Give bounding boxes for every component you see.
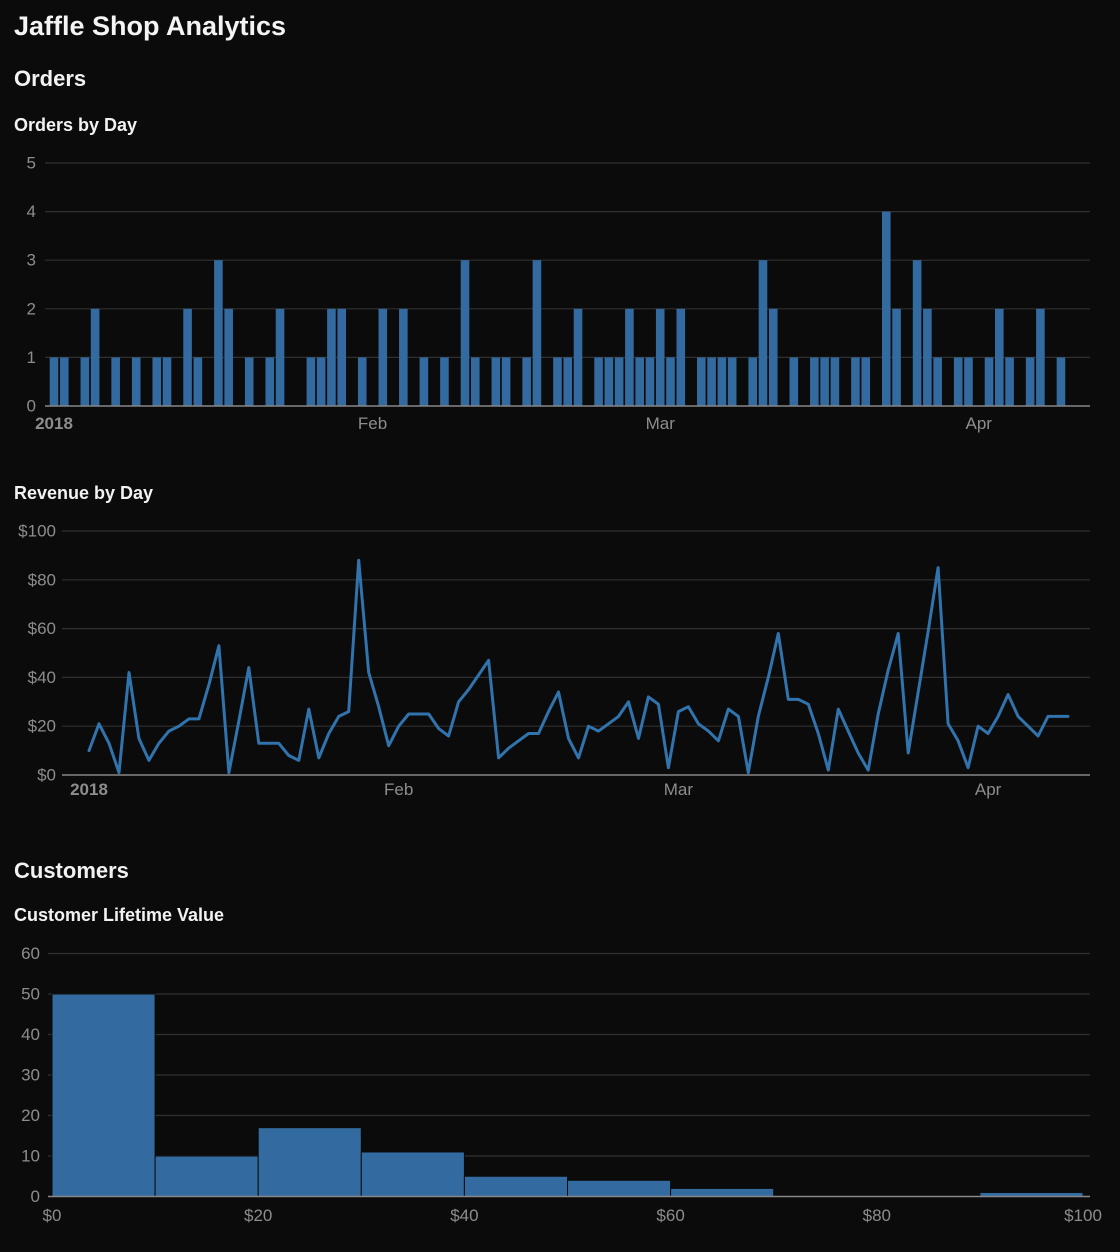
section-header-orders: Orders <box>14 66 87 91</box>
svg-text:0: 0 <box>27 397 36 416</box>
svg-text:$0: $0 <box>37 766 56 785</box>
svg-text:$40: $40 <box>28 668 56 687</box>
svg-text:$100: $100 <box>1064 1206 1102 1225</box>
svg-text:Feb: Feb <box>358 414 387 433</box>
svg-text:Apr: Apr <box>975 780 1002 799</box>
svg-text:$0: $0 <box>43 1206 62 1225</box>
svg-text:Mar: Mar <box>646 414 676 433</box>
svg-text:$20: $20 <box>244 1206 272 1225</box>
svg-text:3: 3 <box>27 251 36 270</box>
section-header-customers: Customers <box>14 858 129 883</box>
svg-text:Apr: Apr <box>966 414 993 433</box>
orders-by-day-bar-chart: 0 1 2 3 4 5 2018 Feb Mar Apr <box>27 154 1090 433</box>
svg-text:2018: 2018 <box>35 414 73 433</box>
svg-text:Feb: Feb <box>384 780 413 799</box>
svg-text:2: 2 <box>27 299 36 318</box>
svg-text:50: 50 <box>21 985 40 1004</box>
svg-text:2018: 2018 <box>70 780 108 799</box>
svg-text:$80: $80 <box>28 570 56 589</box>
svg-text:60: 60 <box>21 944 40 963</box>
svg-text:40: 40 <box>21 1025 40 1044</box>
svg-text:30: 30 <box>21 1066 40 1085</box>
svg-text:4: 4 <box>27 202 36 221</box>
svg-text:$100: $100 <box>18 522 56 541</box>
chart-title-customer-lifetime-value: Customer Lifetime Value <box>14 905 225 925</box>
chart-title-revenue-by-day: Revenue by Day <box>14 483 154 503</box>
page-title: Jaffle Shop Analytics <box>14 11 287 41</box>
svg-text:$80: $80 <box>863 1206 891 1225</box>
svg-text:$40: $40 <box>450 1206 478 1225</box>
svg-text:0: 0 <box>31 1187 40 1206</box>
customer-lifetime-value-histogram: 0 10 20 30 40 50 60 $0 $20 $40 $60 $80 $100 <box>21 944 1102 1225</box>
svg-text:$60: $60 <box>656 1206 684 1225</box>
chart-title-orders-by-day: Orders by Day <box>14 115 138 135</box>
svg-text:Mar: Mar <box>664 780 694 799</box>
svg-text:20: 20 <box>21 1106 40 1125</box>
svg-text:$60: $60 <box>28 619 56 638</box>
svg-text:5: 5 <box>27 154 36 173</box>
revenue-by-day-line-chart: $0 $20 $40 $60 $80 $100 2018 Feb Mar Apr <box>18 522 1090 799</box>
svg-text:1: 1 <box>27 348 36 367</box>
svg-text:$20: $20 <box>28 717 56 736</box>
svg-text:10: 10 <box>21 1147 40 1166</box>
